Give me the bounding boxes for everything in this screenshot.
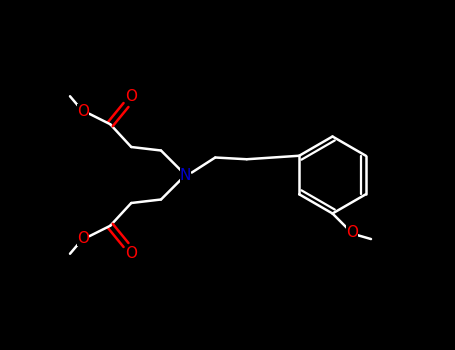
Text: N: N [180, 168, 191, 182]
Text: O: O [77, 104, 89, 119]
Text: O: O [125, 89, 137, 104]
Text: O: O [346, 225, 358, 240]
Text: O: O [125, 246, 137, 261]
Text: O: O [77, 231, 89, 246]
